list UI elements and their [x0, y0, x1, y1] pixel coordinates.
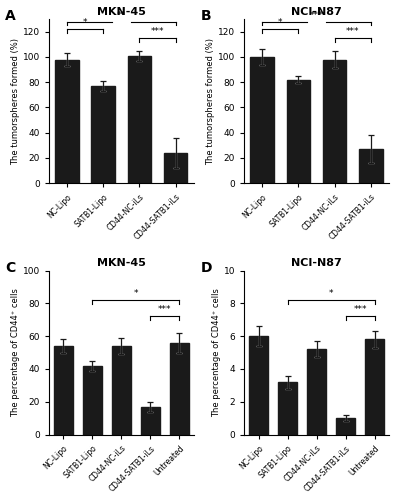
Bar — [55, 60, 79, 183]
Bar — [112, 346, 131, 434]
Text: **: ** — [117, 10, 126, 20]
Text: *: * — [133, 289, 138, 298]
Bar — [278, 382, 297, 434]
Bar — [164, 153, 187, 183]
Text: ***: *** — [346, 27, 360, 36]
Title: MKN-45: MKN-45 — [97, 7, 146, 17]
Bar — [365, 340, 384, 434]
Text: D: D — [200, 260, 212, 274]
Text: *: * — [278, 18, 282, 27]
Text: ***: *** — [353, 306, 367, 314]
Text: B: B — [200, 10, 211, 24]
Text: ***: *** — [310, 10, 323, 20]
Text: *: * — [83, 18, 87, 27]
Bar — [170, 342, 189, 434]
Y-axis label: The percentage of CD44⁺ cells: The percentage of CD44⁺ cells — [212, 288, 221, 417]
Bar — [359, 149, 383, 183]
Bar — [83, 366, 102, 434]
Y-axis label: The tumorspheres formed (%): The tumorspheres formed (%) — [206, 38, 215, 164]
Bar — [323, 60, 346, 183]
Bar — [250, 57, 274, 183]
Text: ***: *** — [151, 27, 164, 36]
Title: NCI-N87: NCI-N87 — [291, 258, 342, 268]
Y-axis label: The tumorspheres formed (%): The tumorspheres formed (%) — [11, 38, 20, 164]
Bar — [336, 418, 355, 434]
Bar — [141, 406, 160, 434]
Text: C: C — [5, 260, 15, 274]
Text: A: A — [5, 10, 16, 24]
Bar — [249, 336, 268, 434]
Bar — [91, 86, 115, 183]
Text: ***: *** — [158, 306, 171, 314]
Text: *: * — [329, 289, 333, 298]
Y-axis label: The percentage of CD44⁺ cells: The percentage of CD44⁺ cells — [11, 288, 20, 417]
Bar — [287, 80, 310, 183]
Bar — [54, 346, 73, 434]
Bar — [307, 350, 326, 434]
Title: NCI-N87: NCI-N87 — [291, 7, 342, 17]
Title: MKN-45: MKN-45 — [97, 258, 146, 268]
Bar — [128, 56, 151, 183]
